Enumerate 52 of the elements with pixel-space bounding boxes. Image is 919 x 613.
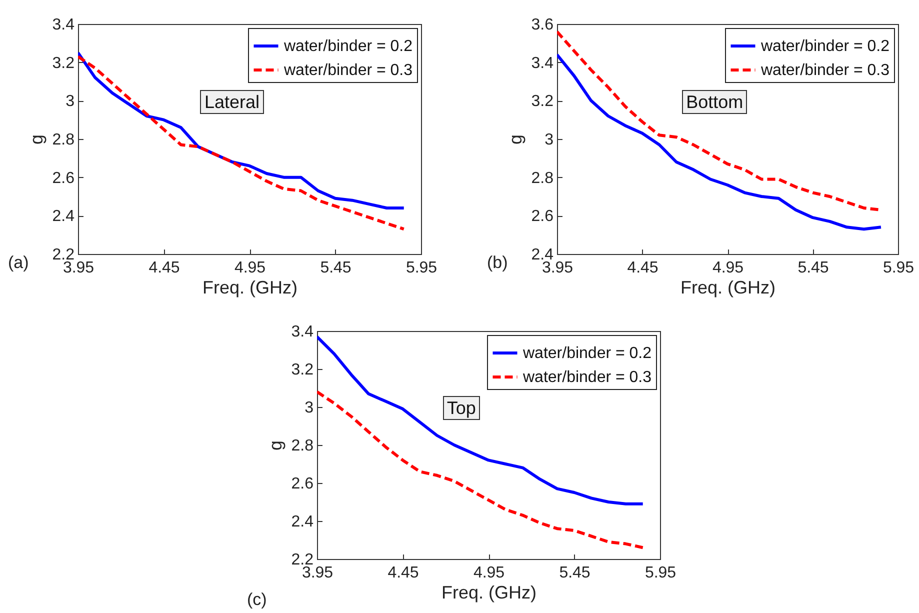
legend-label: water/binder = 0.2 xyxy=(283,38,413,55)
x-tick-label: 5.95 xyxy=(644,564,676,582)
x-tick-label: 5.95 xyxy=(882,260,914,276)
x-tick-label: 4.45 xyxy=(388,564,419,582)
x-tick-label: 3.95 xyxy=(62,260,94,276)
y-axis-title: g xyxy=(505,134,526,145)
x-tick-label: 4.95 xyxy=(234,260,266,276)
x-tick-label: 3.95 xyxy=(542,260,574,276)
text: (a) xyxy=(8,253,29,273)
y-tick-label: 3 xyxy=(66,93,75,110)
x-axis-title: Freq. (GHz) xyxy=(202,278,298,298)
y-tick-label: 3.6 xyxy=(531,16,554,34)
x-tick-label: 5.45 xyxy=(320,260,352,276)
x-tick-label: 5.95 xyxy=(406,260,438,276)
y-tick-label: 3.4 xyxy=(52,16,75,34)
annotation: Lateral xyxy=(200,90,264,114)
x-tick-label: 4.95 xyxy=(473,564,505,582)
x-axis-title: Freq. (GHz) xyxy=(680,278,776,298)
legend-label: water/binder = 0.3 xyxy=(283,62,413,79)
x-tick-label: 3.95 xyxy=(302,564,334,582)
y-axis-title: g xyxy=(265,440,286,451)
y-tick-label: 3 xyxy=(544,132,554,148)
x-tick-label: 4.45 xyxy=(148,260,180,276)
y-tick-label: 3.4 xyxy=(531,54,554,72)
legend-label: water/binder = 0.2 xyxy=(760,38,890,55)
legend-label: water/binder = 0.3 xyxy=(522,369,652,386)
x-tick-label: 4.95 xyxy=(712,260,744,276)
y-tick-label: 2.6 xyxy=(531,208,554,226)
y-tick-label: 3 xyxy=(304,400,314,416)
y-tick-label: 2.4 xyxy=(291,514,314,530)
legend-label: water/binder = 0.3 xyxy=(760,62,890,79)
y-tick-label: 2.8 xyxy=(52,132,75,148)
y-tick-label: 2.4 xyxy=(52,208,75,226)
x-axis-title: Freq. (GHz) xyxy=(441,582,537,602)
text: (c) xyxy=(247,590,267,610)
line-series xyxy=(317,390,644,550)
y-tick-label: 3.2 xyxy=(291,362,314,378)
y-tick-label: 3.2 xyxy=(531,93,554,110)
y-tick-label: 3.4 xyxy=(291,324,314,340)
x-tick-label: 5.45 xyxy=(798,260,829,276)
annotation: Bottom xyxy=(682,90,748,114)
x-tick-label: 4.45 xyxy=(627,260,658,276)
x-tick-label: 5.45 xyxy=(559,564,590,582)
y-tick-label: 2.8 xyxy=(531,170,554,187)
y-tick-label: 3.2 xyxy=(52,54,75,72)
y-tick-label: 2.8 xyxy=(291,438,314,454)
text: (b) xyxy=(487,253,508,273)
y-tick-label: 2.6 xyxy=(52,170,75,187)
annotation: Top xyxy=(442,396,480,420)
y-tick-label: 2.6 xyxy=(291,476,314,492)
legend-label: water/binder = 0.2 xyxy=(522,345,652,362)
y-axis-title: g xyxy=(26,134,46,145)
